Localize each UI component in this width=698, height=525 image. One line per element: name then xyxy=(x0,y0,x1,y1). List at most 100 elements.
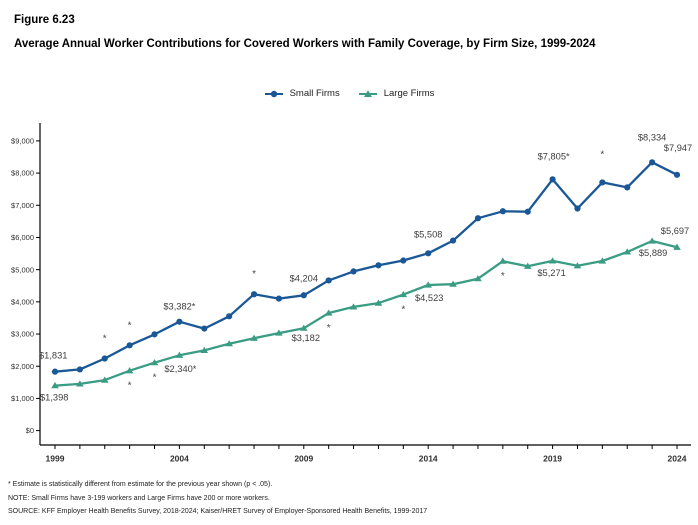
point-small-firms-2014 xyxy=(425,250,432,257)
point-small-firms-2022 xyxy=(624,184,631,191)
point-large-firms-2021 xyxy=(598,257,607,264)
x-tick-label: 2019 xyxy=(543,454,562,464)
point-small-firms-2008 xyxy=(275,295,283,302)
point-small-firms-2010 xyxy=(325,277,332,284)
point-small-firms-2003 xyxy=(151,331,158,338)
point-large-firms-2016 xyxy=(474,275,482,282)
significance-asterisk-small-firms-2002: * xyxy=(128,320,132,331)
y-tick-label: $1,000 xyxy=(11,394,34,403)
point-small-firms-2017 xyxy=(499,208,506,215)
point-small-firms-2001 xyxy=(101,355,108,362)
point-small-firms-2000 xyxy=(76,366,83,373)
small-firms-marker-icon xyxy=(264,90,283,97)
point-small-firms-2004 xyxy=(176,318,183,325)
significance-asterisk-large-firms-2017: * xyxy=(501,271,505,282)
y-tick-label: $6,000 xyxy=(11,233,34,242)
point-small-firms-2012 xyxy=(375,262,382,269)
value-label-small-firms-2019: $7,805* xyxy=(538,151,570,161)
y-tick-label: $4,000 xyxy=(11,297,34,306)
point-large-firms-2024 xyxy=(673,243,681,250)
point-small-firms-2006 xyxy=(226,313,233,320)
line-chart: $0 $1,000 $2,000 $3,000 $4,000 $5,000 $6,000 $7… xyxy=(11,123,692,464)
footnote-source: SOURCE: KFF Employer Health Benefits Sur… xyxy=(8,508,428,515)
point-large-firms-2019 xyxy=(548,257,557,264)
significance-asterisk-large-firms-2002: * xyxy=(128,381,132,392)
y-tick-label: $8,000 xyxy=(11,169,34,178)
line-large-firms xyxy=(53,239,679,387)
point-large-firms-2001 xyxy=(100,376,109,383)
point-large-firms-2006 xyxy=(225,340,233,347)
point-large-firms-2005 xyxy=(200,346,209,354)
figure-label: Figure 6.23 xyxy=(14,14,75,26)
point-large-firms-2013 xyxy=(399,290,408,298)
point-small-firms-2016 xyxy=(474,215,482,222)
x-tick-label: 2014 xyxy=(419,454,438,464)
point-small-firms-2015 xyxy=(449,237,457,244)
point-large-firms-2014 xyxy=(424,281,432,288)
footnote-significance: * Estimate is statistically different fr… xyxy=(8,481,273,488)
value-label-large-firms-2023: $5,889 xyxy=(639,248,667,258)
point-small-firms-2018 xyxy=(524,208,531,215)
point-large-firms-2008 xyxy=(275,329,283,336)
y-tick-label: $0 xyxy=(26,426,34,435)
point-small-firms-1999 xyxy=(51,368,59,375)
value-label-large-firms-1999: $1,398 xyxy=(40,393,68,403)
point-small-firms-2007 xyxy=(250,291,258,298)
point-small-firms-2013 xyxy=(400,257,407,264)
point-small-firms-2020 xyxy=(574,205,581,212)
value-label-small-firms-2014: $5,508 xyxy=(414,229,442,239)
point-large-firms-2007 xyxy=(250,334,258,341)
point-small-firms-2005 xyxy=(201,325,208,332)
value-label-small-firms-1999: $1,831 xyxy=(39,351,67,361)
significance-asterisk-large-firms-2010: * xyxy=(327,323,331,334)
title-block: Figure 6.23 Average Annual Worker Contri… xyxy=(14,12,610,55)
value-label-small-firms-2004: $3,382* xyxy=(163,302,195,312)
value-label-large-firms-2004: $2,340* xyxy=(164,364,196,374)
x-tick-label: 2009 xyxy=(294,454,313,464)
point-large-firms-2015 xyxy=(449,280,457,287)
point-small-firms-2019 xyxy=(549,176,556,183)
point-large-firms-2009 xyxy=(300,324,308,331)
legend: Small Firms Large Firms xyxy=(0,88,698,99)
value-label-small-firms-2024: $7,947 xyxy=(664,143,692,153)
point-small-firms-2009 xyxy=(300,292,307,299)
point-large-firms-2018 xyxy=(523,262,532,269)
point-small-firms-2024 xyxy=(673,171,681,178)
point-large-firms-2022 xyxy=(623,248,632,255)
point-large-firms-2011 xyxy=(349,303,358,310)
line-small-firms xyxy=(53,161,679,373)
point-small-firms-2002 xyxy=(126,342,133,349)
footnote-note: NOTE: Small Firms have 3-199 workers and… xyxy=(8,494,270,502)
legend-item-large-firms: Large Firms xyxy=(358,88,435,99)
x-tick-label: 2004 xyxy=(170,454,189,464)
figure-title: Average Annual Worker Contributions for … xyxy=(14,38,596,50)
value-label-large-firms-2014: $4,523 xyxy=(415,293,443,303)
large-firms-marker-icon xyxy=(358,89,377,97)
point-large-firms-2003 xyxy=(150,359,159,366)
point-small-firms-2021 xyxy=(599,179,606,186)
y-tick-label: $5,000 xyxy=(11,265,34,274)
point-large-firms-2002 xyxy=(125,367,134,374)
value-label-large-firms-2009: $3,182 xyxy=(292,333,320,343)
y-tick-label: $9,000 xyxy=(11,136,34,145)
value-label-large-firms-2019: $5,271 xyxy=(537,268,565,278)
x-tick-label: 2024 xyxy=(668,454,687,464)
footnotes: * Estimate is statistically different fr… xyxy=(8,478,693,519)
point-large-firms-2012 xyxy=(374,299,383,306)
point-large-firms-2017 xyxy=(499,257,507,264)
y-tick-label: $7,000 xyxy=(11,201,34,210)
series-large-firms: $1,398 $2,340* $3,182 $4,523 $5,271 $5,889 $5,… xyxy=(40,226,689,402)
point-large-firms-2020 xyxy=(573,262,582,269)
legend-label-large-firms: Large Firms xyxy=(383,88,435,99)
point-large-firms-2023 xyxy=(648,237,656,244)
y-tick-label: $3,000 xyxy=(11,330,34,339)
point-large-firms-2000 xyxy=(76,380,84,387)
point-large-firms-2010 xyxy=(324,309,333,316)
chart-area: $0 $1,000 $2,000 $3,000 $4,000 $5,000 $6,000 $7… xyxy=(0,110,698,472)
significance-asterisk-small-firms-2021: * xyxy=(600,149,604,160)
x-tick-label: 1999 xyxy=(46,454,65,464)
value-label-small-firms-2009: $4,204 xyxy=(290,273,318,283)
legend-label-small-firms: Small Firms xyxy=(289,88,340,99)
value-label-large-firms-2024: $5,697 xyxy=(661,226,689,236)
significance-asterisk-large-firms-2013: * xyxy=(401,305,405,316)
